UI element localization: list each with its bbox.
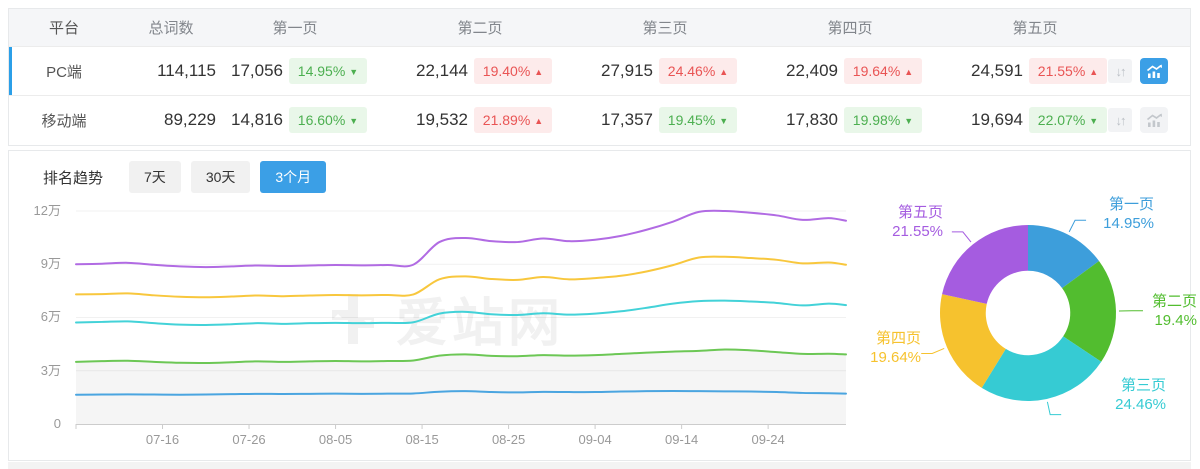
y-tick-3w: 3万 [40, 363, 61, 378]
selected-row-accent [9, 47, 12, 95]
show-trend-chart-button[interactable] [1140, 58, 1168, 84]
donut-slice-第二页[interactable] [1062, 261, 1116, 362]
tab-7-days[interactable]: 7天 [129, 161, 181, 193]
donut-label-page5: 第五页 21.55% [892, 204, 943, 240]
x-tick-08-05: 08-05 [318, 432, 353, 447]
page2-count: 19,532 [416, 110, 468, 129]
donut-slice-第三页[interactable] [981, 336, 1102, 401]
column-header-page1: 第一页 [272, 20, 318, 37]
page2-count: 22,144 [416, 61, 468, 80]
sort-arrows-button[interactable]: ↓↑ [1108, 108, 1132, 132]
table-row-pc[interactable]: PC端 114,115 17,056 14.95% ▼ 22,144 19.40%… [9, 46, 1190, 95]
page1-cell: 17,056 14.95% ▼ [223, 58, 408, 84]
page2-cell: 22,144 19.40% ▲ [408, 58, 593, 84]
column-header-page5: 第五页 [1012, 20, 1058, 37]
page1-cell: 14,816 16.60% ▼ [223, 107, 408, 133]
trend-arrow-icon: ▼ [719, 116, 729, 126]
page4-count: 17,830 [786, 110, 838, 129]
page3-count: 27,915 [601, 61, 653, 80]
column-header-page4: 第四页 [827, 20, 873, 37]
page3-change-badge: 19.45% ▼ [659, 107, 737, 133]
total-words-value: 89,229 [164, 110, 216, 129]
tab-3-months[interactable]: 3个月 [260, 161, 327, 193]
show-trend-chart-button[interactable] [1140, 107, 1168, 133]
trend-arrow-icon: ▼ [1089, 116, 1099, 126]
sort-arrows-button[interactable]: ↓↑ [1108, 59, 1132, 83]
page5-count: 19,694 [971, 110, 1023, 129]
rank-trend-panel: 排名趋势 7天 30天 3个月 爱站网 12万 9万 6万 3万 0 07-16… [8, 150, 1197, 461]
donut-slice-第一页[interactable] [1028, 225, 1100, 289]
rank-trend-line-chart[interactable] [64, 199, 854, 439]
trend-arrow-icon: ▼ [349, 67, 359, 77]
donut-slice-第四页[interactable] [940, 294, 1006, 388]
page4-cell: 22,409 19.64% ▲ [778, 58, 963, 84]
y-tick-12w: 12万 [33, 203, 61, 218]
page2-cell: 19,532 21.89% ▲ [408, 107, 593, 133]
x-tick-07-26: 07-26 [232, 432, 266, 447]
donut-label-page1: 第一页 14.95% [1103, 196, 1154, 232]
page3-cell: 17,357 19.45% ▼ [593, 107, 778, 133]
tab-30-days[interactable]: 30天 [190, 161, 251, 193]
donut-label-page2: 第二页 19.4% [1151, 293, 1197, 329]
donut-label-page4: 第四页 19.64% [870, 330, 921, 366]
trend-section-title: 排名趋势 [43, 169, 104, 187]
trend-arrow-icon: ▲ [534, 116, 544, 126]
y-tick-6w: 6万 [40, 309, 61, 324]
donut-label-page3: 第三页 24.46% [1115, 377, 1166, 413]
trend-arrow-icon: ▲ [1089, 67, 1099, 77]
y-tick-9w: 9万 [40, 256, 61, 271]
page-background-strip [8, 462, 1191, 469]
x-tick-08-25: 08-25 [491, 432, 526, 447]
trend-arrow-icon: ▲ [534, 67, 544, 77]
page5-change-badge: 22.07% ▼ [1029, 107, 1107, 133]
page5-cell: 24,591 21.55% ▲ [963, 58, 1107, 84]
page4-count: 22,409 [786, 61, 838, 80]
table-header-row: 平台 总词数 第一页 第二页 第三页 第四页 第五页 [9, 9, 1190, 46]
column-header-page3: 第三页 [642, 20, 688, 37]
page1-change-badge: 16.60% ▼ [289, 107, 367, 133]
donut-slice-第五页[interactable] [942, 225, 1028, 304]
page3-change-badge: 24.46% ▲ [659, 58, 737, 84]
x-tick-07-16: 07-16 [145, 432, 180, 447]
y-tick-0: 0 [53, 416, 61, 431]
x-tick-08-15: 08-15 [405, 432, 439, 447]
total-words-value: 114,115 [157, 61, 216, 80]
page5-cell: 19,694 22.07% ▼ [963, 107, 1107, 133]
page2-change-badge: 19.40% ▲ [474, 58, 552, 84]
page1-change-badge: 14.95% ▼ [289, 58, 367, 84]
line-chart-icon [1146, 113, 1162, 127]
trend-arrow-icon: ▼ [904, 116, 914, 126]
platform-label: 移动端 [41, 112, 87, 130]
page4-change-badge: 19.64% ▲ [844, 58, 922, 84]
page2-change-badge: 21.89% ▲ [474, 107, 552, 133]
x-tick-09-24: 09-24 [751, 432, 785, 447]
trend-arrow-icon: ▲ [719, 67, 729, 77]
page5-change-badge: 21.55% ▲ [1029, 58, 1107, 84]
x-tick-09-14: 09-14 [664, 432, 699, 447]
page3-count: 17,357 [601, 110, 653, 129]
page1-count: 17,056 [231, 61, 283, 80]
page4-change-badge: 19.98% ▼ [844, 107, 922, 133]
page4-cell: 17,830 19.98% ▼ [778, 107, 963, 133]
ranking-table-panel: 平台 总词数 第一页 第二页 第三页 第四页 第五页 PC端 114,115 1… [8, 8, 1191, 146]
page1-count: 14,816 [231, 110, 283, 129]
x-tick-09-04: 09-04 [578, 432, 612, 447]
column-header-total-words: 总词数 [148, 20, 194, 37]
table-row-mobile[interactable]: 移动端 89,229 14,816 16.60% ▼ 19,532 21.89% ▲… [9, 95, 1190, 144]
page5-count: 24,591 [971, 61, 1023, 80]
page3-cell: 27,915 24.46% ▲ [593, 58, 778, 84]
column-header-platform: 平台 [48, 20, 79, 37]
trend-arrow-icon: ▲ [904, 67, 914, 77]
trend-arrow-icon: ▼ [349, 116, 359, 126]
column-header-page2: 第二页 [457, 20, 503, 37]
page-distribution-donut-chart[interactable] [898, 183, 1198, 443]
line-chart-icon [1146, 64, 1162, 78]
platform-label: PC端 [46, 63, 82, 81]
